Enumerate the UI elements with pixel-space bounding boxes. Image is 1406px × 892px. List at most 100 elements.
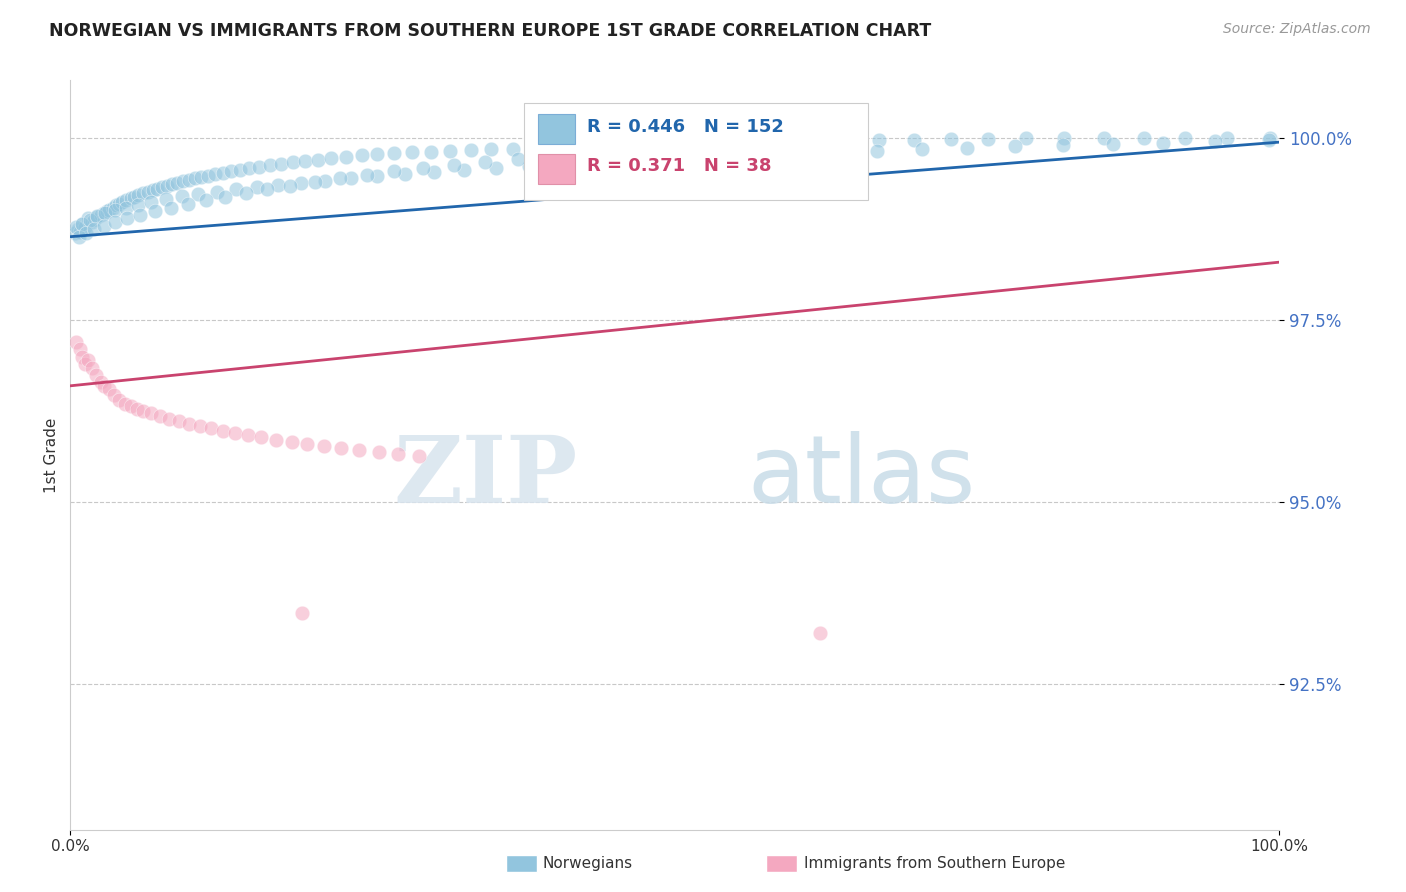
Point: [77, 211, 100, 226]
Point: [83, 213, 105, 227]
Point: [67, 229, 90, 244]
Point: [63, 226, 86, 240]
Point: [120, 399, 142, 413]
Point: [159, 201, 181, 215]
Point: [1133, 131, 1156, 145]
Point: [124, 189, 146, 203]
Point: [141, 407, 163, 421]
Point: [115, 211, 138, 226]
Point: [160, 178, 183, 192]
Point: [125, 402, 148, 417]
Point: [366, 169, 388, 184]
Point: [264, 433, 287, 447]
Point: [350, 148, 373, 162]
Point: [910, 142, 932, 156]
Point: [419, 145, 441, 159]
Point: [132, 404, 155, 418]
Point: [707, 136, 730, 150]
Point: [1216, 131, 1239, 145]
Point: [69, 343, 91, 357]
Point: [259, 158, 281, 172]
Point: [214, 189, 236, 203]
Point: [335, 150, 357, 164]
Point: [93, 205, 115, 219]
Point: [73, 357, 96, 371]
Point: [280, 178, 302, 193]
Point: [101, 201, 124, 215]
Point: [69, 225, 91, 239]
Text: Norwegians: Norwegians: [543, 856, 633, 871]
Point: [612, 145, 634, 160]
Point: [156, 178, 179, 193]
Point: [1053, 131, 1076, 145]
Point: [1204, 135, 1226, 149]
Point: [219, 164, 242, 178]
Point: [738, 148, 761, 162]
Point: [1052, 138, 1074, 153]
Point: [834, 134, 856, 148]
Point: [247, 160, 270, 174]
Point: [939, 132, 962, 146]
Point: [506, 152, 529, 166]
Point: [224, 426, 246, 441]
Point: [267, 178, 290, 192]
Point: [235, 186, 257, 200]
Text: atlas: atlas: [748, 432, 976, 524]
Point: [107, 197, 129, 211]
Point: [903, 133, 925, 147]
Point: [245, 180, 267, 194]
Point: [84, 368, 107, 382]
Point: [72, 217, 94, 231]
Point: [65, 335, 87, 350]
Point: [66, 222, 89, 236]
Text: ZIP: ZIP: [394, 433, 578, 523]
Point: [394, 167, 416, 181]
Text: Source: ZipAtlas.com: Source: ZipAtlas.com: [1223, 22, 1371, 37]
Point: [187, 186, 209, 201]
Point: [547, 140, 569, 154]
Point: [127, 188, 149, 202]
Point: [291, 606, 314, 620]
Point: [304, 175, 326, 189]
Point: [382, 146, 405, 161]
Point: [115, 201, 138, 215]
Point: [460, 143, 482, 157]
Point: [238, 161, 260, 176]
Point: [1101, 136, 1123, 151]
Point: [868, 133, 890, 147]
Point: [104, 203, 127, 218]
Point: [190, 169, 212, 184]
Point: [401, 145, 423, 160]
Point: [197, 169, 219, 183]
Point: [281, 155, 304, 169]
Point: [143, 204, 166, 219]
Point: [728, 140, 751, 154]
Point: [75, 226, 97, 240]
Point: [104, 215, 127, 229]
Point: [659, 152, 682, 166]
Point: [211, 166, 233, 180]
Point: [188, 418, 211, 433]
Point: [146, 182, 169, 196]
Point: [98, 202, 121, 217]
Point: [650, 144, 672, 158]
Point: [96, 204, 118, 219]
Point: [141, 183, 163, 197]
Point: [977, 132, 1000, 146]
Point: [823, 145, 845, 160]
Point: [80, 360, 103, 375]
Point: [1004, 139, 1026, 153]
Point: [141, 194, 163, 209]
Point: [651, 137, 673, 152]
Point: [150, 180, 173, 194]
Point: [699, 150, 721, 164]
Point: [598, 138, 620, 153]
FancyBboxPatch shape: [524, 103, 869, 200]
Point: [1152, 136, 1174, 150]
Point: [200, 421, 222, 435]
Point: [114, 397, 136, 411]
Point: [93, 379, 115, 393]
Point: [321, 151, 343, 165]
Point: [1014, 131, 1036, 145]
Point: [811, 137, 834, 152]
